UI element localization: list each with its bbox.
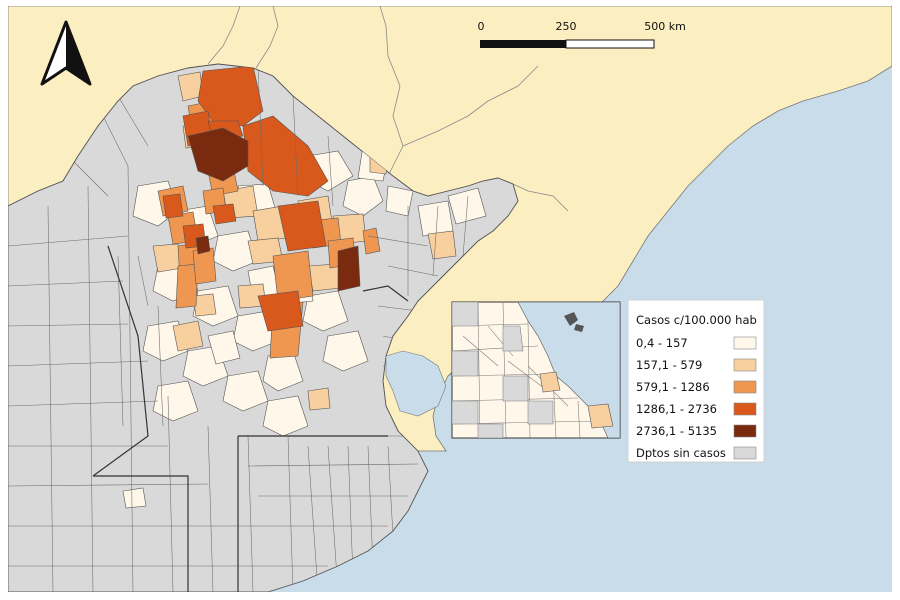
legend-label-4: 1286,1 - 2736	[636, 402, 717, 416]
scale-label-500: 500 km	[644, 20, 686, 33]
inset-highlight-1	[539, 371, 561, 393]
inset-sea	[517, 302, 620, 438]
legend-label-1: 0,4 - 157	[636, 336, 688, 350]
legend-label-2: 157,1 - 579	[636, 358, 702, 372]
departments-class-4	[162, 65, 329, 332]
legend-title: Casos c/100.000 hab	[636, 313, 757, 327]
legend-label-3: 579,1 - 1286	[636, 380, 710, 394]
map-svg: 0 250 500 km Casos c/100.000 hab 0,4 - 1…	[8, 6, 892, 592]
legend-swatch-3	[733, 380, 757, 394]
legend-label-5: 2736,1 - 5135	[636, 424, 717, 438]
inset-highlight-2	[587, 403, 614, 429]
province-boundaries	[92, 245, 409, 592]
inset-islands	[564, 312, 584, 332]
departments-layer	[8, 65, 487, 592]
legend: Casos c/100.000 hab 0,4 - 157 157,1 - 57…	[627, 299, 765, 463]
legend-swatch-5	[733, 424, 757, 438]
legend-label-6: Dptos sin casos	[636, 446, 726, 460]
inset-no-cases	[452, 302, 554, 438]
north-arrow-icon	[40, 20, 92, 86]
scale-label-250: 250	[556, 20, 577, 33]
scale-bar: 0 250 500 km	[478, 20, 686, 49]
scale-label-0: 0	[478, 20, 485, 33]
scale-bar-white-segment	[565, 39, 655, 49]
departments-class-5	[187, 127, 361, 292]
department-boundaries	[8, 65, 469, 592]
legend-swatch-4	[733, 402, 757, 416]
map-frame: 0 250 500 km Casos c/100.000 hab 0,4 - 1…	[8, 6, 892, 592]
neighbor-borders	[207, 6, 569, 377]
legend-swatch-2	[733, 358, 757, 372]
legend-swatch-1	[733, 336, 757, 350]
rio-de-la-plata	[385, 350, 447, 417]
scale-bar-black-segment	[480, 40, 566, 48]
legend-swatch-6	[733, 446, 757, 460]
inset-departments	[452, 302, 599, 438]
inset-map	[451, 301, 621, 439]
